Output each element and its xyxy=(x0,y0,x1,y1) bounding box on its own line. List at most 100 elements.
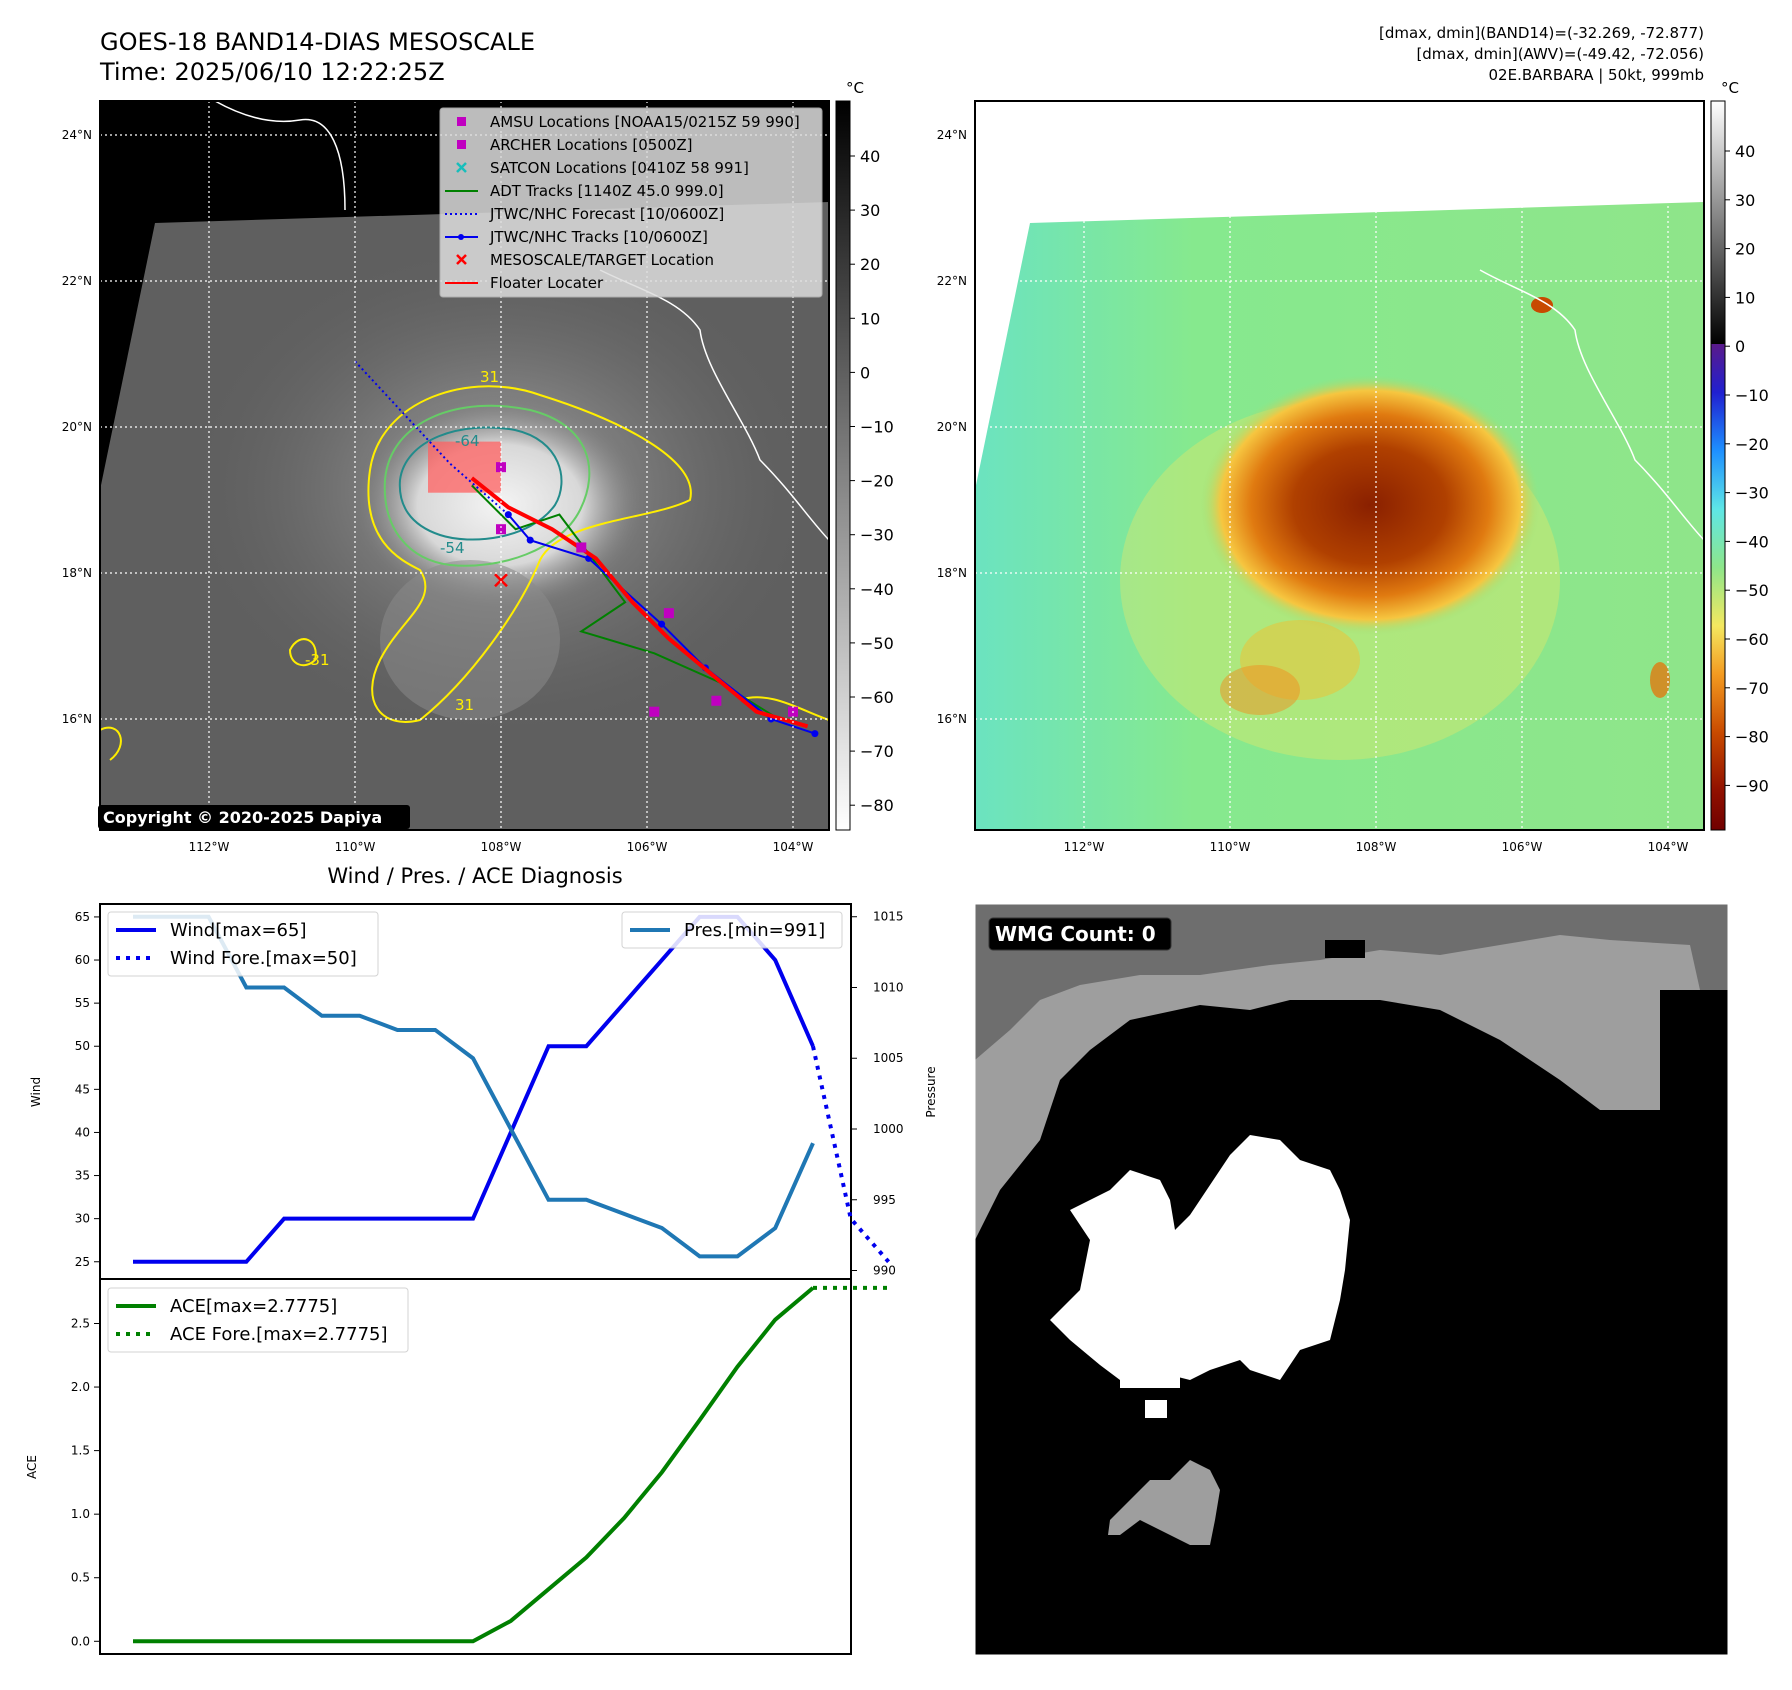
y-tick-label: 50 xyxy=(75,1039,90,1053)
stats-band14: [dmax, dmin](BAND14)=(-32.269, -72.877) xyxy=(1379,24,1704,42)
colorbar-tick-label: −60 xyxy=(1735,630,1769,649)
pressure-axis-label: Pressure xyxy=(924,1066,938,1117)
colorbar-tick-label: −10 xyxy=(1735,386,1769,405)
colorbar-band14: °C 40 30 20 10 0 −10 −20 −30 −40 −50 −60 −70 −80 xyxy=(835,79,894,831)
y-tick-label: 40 xyxy=(75,1125,90,1139)
figure-title: GOES-18 BAND14-DIAS MESOSCALE xyxy=(100,28,535,56)
colorbar-tick-label: −10 xyxy=(860,418,894,437)
storm-info: 02E.BARBARA | 50kt, 999mb xyxy=(1489,66,1704,84)
target-marker xyxy=(494,573,508,588)
wind-fore-legend-label: Wind Fore.[max=50] xyxy=(170,948,357,969)
wmg-count-label: WMG Count: 0 xyxy=(995,922,1156,946)
legend-swatch xyxy=(456,162,467,173)
ace-legend: ACE[max=2.7775] ACE Fore.[max=2.7775] xyxy=(107,1287,409,1353)
y-tick-label: 2.0 xyxy=(71,1380,90,1394)
y2-tick-label: 990 xyxy=(873,1264,896,1278)
colorbar-tick-label: −90 xyxy=(1735,776,1769,795)
ir-map-panel: 112°W 110°W 108°W 106°W 104°W 24°N 22°N 20°N 18°… xyxy=(62,100,830,854)
colorbar-tick-label: 30 xyxy=(1735,191,1755,210)
legend-label: SATCON Locations [0410Z 58 991] xyxy=(490,159,749,177)
colorbar-tick-label: 40 xyxy=(1735,142,1755,161)
colorbar-tick-label: −80 xyxy=(860,796,894,815)
jtwc-forecast-line xyxy=(354,360,509,516)
jtwc-track-point xyxy=(811,730,819,738)
lon-tick-label: 110°W xyxy=(335,840,376,854)
legend-item: Floater Locater xyxy=(445,274,604,292)
wind-legend: Wind[max=65] Wind Fore.[max=50] xyxy=(107,911,379,977)
ace-legend-label: ACE[max=2.7775] xyxy=(170,1296,337,1317)
lat-tick-label: 20°N xyxy=(62,420,92,434)
jtwc-track-point xyxy=(658,620,666,628)
legend-label: JTWC/NHC Tracks [10/0600Z] xyxy=(489,228,708,246)
amsu-point xyxy=(663,608,674,619)
colorbar-tick-label: 0 xyxy=(860,363,870,382)
y-tick-label: 55 xyxy=(75,996,90,1010)
lon-tick-label: 112°W xyxy=(189,840,230,854)
y2-tick-label: 1015 xyxy=(873,910,904,924)
contour-label-31-left: -31 xyxy=(305,651,330,669)
jtwc-track-point xyxy=(504,511,512,519)
colorbar-tick-label: −40 xyxy=(1735,532,1769,551)
lon-tick-label: 110°W xyxy=(1210,840,1251,854)
lon-tick-label: 112°W xyxy=(1064,840,1105,854)
legend-item: MESOSCALE/TARGET Location xyxy=(456,251,714,269)
diagnosis-title: Wind / Pres. / ACE Diagnosis xyxy=(327,864,622,888)
legend-label: ARCHER Locations [0500Z] xyxy=(490,136,693,154)
y2-tick-label: 1005 xyxy=(873,1051,904,1065)
y-tick-label: 25 xyxy=(75,1255,90,1269)
contour-label-31-bottom: 31 xyxy=(455,696,474,714)
legend-label: MESOSCALE/TARGET Location xyxy=(490,251,714,269)
colorbar-tick-label: −50 xyxy=(1735,581,1769,600)
lat-tick-label: 18°N xyxy=(937,566,967,580)
colorbar-tick-label: −70 xyxy=(1735,679,1769,698)
legend-item: SATCON Locations [0410Z 58 991] xyxy=(456,159,749,177)
floater-track-line xyxy=(470,476,809,729)
colorbar-tick-label: −40 xyxy=(860,580,894,599)
amsu-point xyxy=(649,706,660,717)
stats-awv: [dmax, dmin](AWV)=(-49.42, -72.056) xyxy=(1416,45,1704,63)
y-tick-label: 45 xyxy=(75,1082,90,1096)
colorbar-awv-unit: °C xyxy=(1721,79,1739,97)
colorbar-tick-label: 20 xyxy=(1735,240,1755,259)
colorbar-tick-label: −30 xyxy=(860,526,894,545)
legend-swatch xyxy=(456,254,467,265)
legend-label: AMSU Locations [NOAA15/0215Z 59 990] xyxy=(490,113,800,131)
lon-tick-label: 104°W xyxy=(1648,840,1689,854)
pressure-legend-label: Pres.[min=991] xyxy=(684,920,825,941)
lat-tick-label: 16°N xyxy=(937,712,967,726)
lat-tick-label: 22°N xyxy=(937,274,967,288)
legend-label: Floater Locater xyxy=(490,274,604,292)
floater-box xyxy=(428,441,501,493)
colorbar-tick-label: 10 xyxy=(1735,288,1755,307)
amsu-point xyxy=(576,542,587,553)
colorbar-awv: °C 40 30 20 10 0 −10 −20 −30 −40 −50 −60 −70 −80 −90 xyxy=(1710,79,1769,831)
contour-label-54: -54 xyxy=(440,539,465,557)
amsu-point xyxy=(711,695,722,706)
series-line xyxy=(133,914,815,1259)
y-tick-label: 30 xyxy=(75,1212,90,1226)
colorbar-tick-label: 40 xyxy=(860,147,880,166)
colorbar-tick-label: −80 xyxy=(1735,728,1769,747)
y-tick-label: 60 xyxy=(75,953,90,967)
y-tick-label: 1.5 xyxy=(71,1444,90,1458)
colorbar-tick-label: −30 xyxy=(1735,484,1769,503)
legend-item: JTWC/NHC Tracks [10/0600Z] xyxy=(445,228,708,246)
ace-chart: 0.0 0.5 1.0 1.5 2.0 2.5 ACE ACE[max=2.7775] A… xyxy=(25,1278,889,1655)
y2-tick-label: 1010 xyxy=(873,980,904,994)
colorbar-tick-label: 10 xyxy=(860,309,880,328)
y-tick-label: 1.0 xyxy=(71,1507,90,1521)
map-legend: AMSU Locations [NOAA15/0215Z 59 990] ARCH… xyxy=(439,107,823,298)
figure-time: Time: 2025/06/10 12:22:25Z xyxy=(99,58,445,86)
legend-swatch xyxy=(458,234,464,240)
ace-fore-legend-label: ACE Fore.[max=2.7775] xyxy=(170,1324,388,1345)
wmg-panel: WMG Count: 0 xyxy=(974,903,1729,1656)
lat-tick-label: 16°N xyxy=(62,712,92,726)
legend-swatch xyxy=(457,140,466,149)
jtwc-track-point xyxy=(526,536,534,544)
lat-tick-label: 20°N xyxy=(937,420,967,434)
y-tick-label: 65 xyxy=(75,910,90,924)
lat-tick-label: 18°N xyxy=(62,566,92,580)
lat-tick-label: 22°N xyxy=(62,274,92,288)
colorbar-tick-label: −50 xyxy=(860,634,894,653)
